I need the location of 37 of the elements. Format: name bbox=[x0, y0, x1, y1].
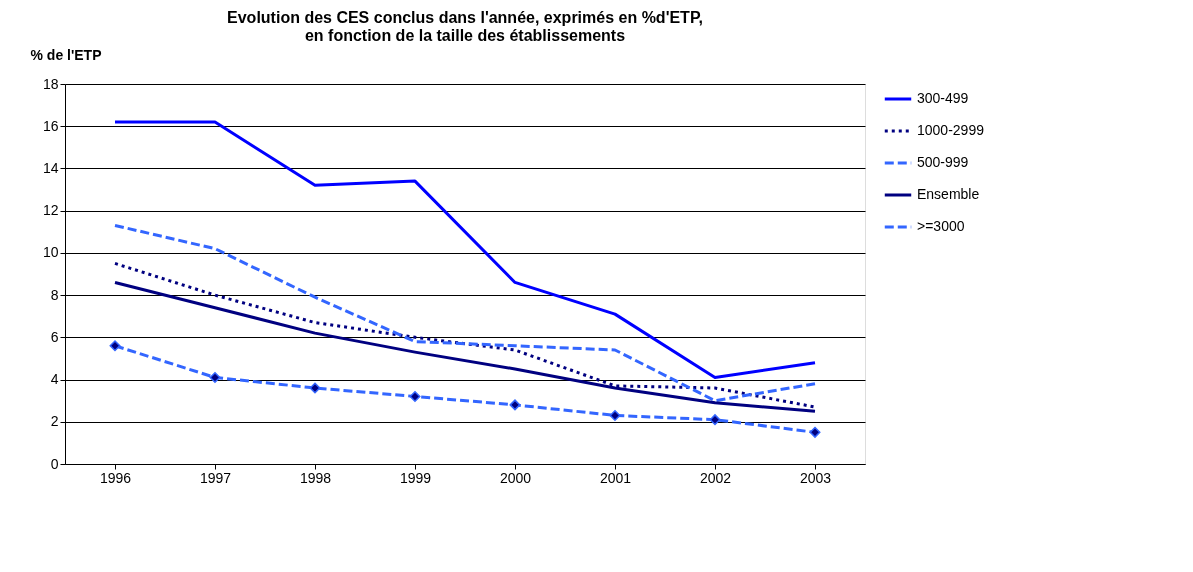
point bbox=[609, 409, 621, 421]
x-tick-label: 1998 bbox=[299, 469, 332, 486]
line-series bbox=[113, 261, 817, 409]
y-tick-label: 14 bbox=[42, 159, 59, 176]
x-tick-label: 2003 bbox=[799, 469, 832, 486]
line-series bbox=[113, 120, 817, 379]
y-tick-label: 12 bbox=[42, 202, 59, 219]
x-tick-label: 2001 bbox=[599, 469, 632, 486]
point bbox=[109, 340, 121, 352]
y-tick-label: 2 bbox=[50, 413, 59, 430]
y-tick-label: 6 bbox=[50, 328, 59, 345]
point bbox=[709, 414, 721, 426]
x-tick-label: 1996 bbox=[99, 469, 132, 486]
legend-label: 500-999 bbox=[917, 154, 969, 170]
point bbox=[209, 371, 221, 383]
y-tick-label: 8 bbox=[50, 286, 59, 303]
y-tick-label: 16 bbox=[42, 117, 59, 134]
legend-label: >=3000 bbox=[917, 218, 965, 234]
y-axis-title: % de l'ETP bbox=[30, 46, 102, 63]
x-tick-label: 2000 bbox=[499, 469, 532, 486]
line-series bbox=[113, 223, 817, 403]
point bbox=[809, 426, 821, 438]
y-tick-label: 0 bbox=[50, 455, 59, 472]
point bbox=[509, 399, 521, 411]
point bbox=[309, 382, 321, 394]
legend-label: 1000-2999 bbox=[917, 122, 985, 138]
legend-label: Ensemble bbox=[917, 186, 980, 202]
legend-label: 300-499 bbox=[917, 90, 969, 106]
y-tick-label: 4 bbox=[50, 371, 59, 388]
x-tick-label: 2002 bbox=[699, 469, 732, 486]
y-tick-label: 18 bbox=[42, 75, 59, 92]
point bbox=[409, 390, 421, 402]
y-tick-label: 10 bbox=[42, 244, 59, 261]
text: Evolution des CES conclus dans l'année, exprimés en %d'ETP, bbox=[227, 9, 703, 26]
text: en fonction de la taille des établissements bbox=[304, 27, 626, 44]
x-tick-label: 1997 bbox=[199, 469, 232, 486]
x-tick-label: 1999 bbox=[399, 469, 432, 486]
